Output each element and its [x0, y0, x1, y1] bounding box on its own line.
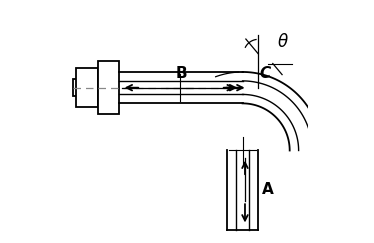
Text: B: B [175, 66, 187, 81]
Text: θ: θ [278, 33, 288, 51]
Bar [98, 61, 119, 114]
Bar [73, 79, 98, 96]
Bar [76, 68, 98, 107]
Text: C: C [260, 66, 271, 81]
Text: A: A [262, 182, 274, 197]
